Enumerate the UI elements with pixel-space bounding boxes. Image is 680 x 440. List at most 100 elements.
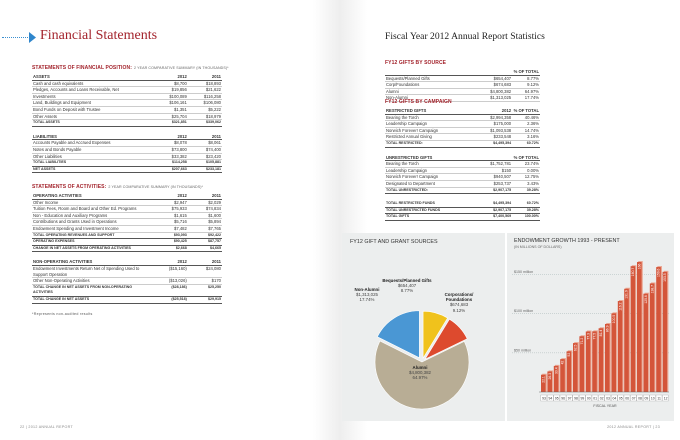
cell: 39.28% [512,187,540,195]
cell: TOTAL RESTRICTED FUNDS [385,201,485,208]
value-label: 81.4 [599,330,603,337]
table-head: LIABILITIES 2012 2011 [32,133,222,141]
slice-percent: 64.97% [412,375,428,381]
head-label [385,69,485,76]
cell: Designated to Department [385,180,485,188]
cell: 39.28% [512,207,540,215]
cell: Bearing the Torch [385,160,485,168]
x-tick-box [579,394,586,402]
bar [566,351,572,392]
value-label: 77.5 [593,333,597,340]
table-row: Leadership Campaign $150 0.00% [385,167,540,175]
cell: $25,704 [153,113,188,121]
cell: Bearing the Torch [385,114,485,122]
head-cell: 2011 [187,193,222,200]
x-tick-box [572,394,579,402]
table-row: Non - Education and Auxiliary Programs $1… [32,212,222,220]
cell: $18,979 [187,113,222,121]
x-tick-label: 00 [587,396,591,400]
cell: $93,093 [153,232,188,240]
table-row: Leadership Campaign $175,000 2.36% [385,120,540,128]
slice-name: Bequests/Planned Gifts [382,278,432,283]
bar [579,336,585,392]
cell: Non - Education and Auxiliary Programs [32,212,154,220]
cell: 9.12% [512,81,540,89]
total-row: TOTAL UNRESTRICTED FUNDS $2,907,175 39.28% [385,207,540,215]
x-tick-label: 07 [632,396,636,400]
cell: 60.72% [512,201,540,208]
value-label: 42 [561,361,565,365]
cell: $100,089 [153,93,188,101]
bar [585,331,591,392]
table-row: Alumni $4,800,382 64.97% [385,88,540,96]
x-axis-label: FISCAL YEAR [593,404,617,408]
cell: ($25,518) [153,296,188,304]
cell: $1,615 [153,212,188,220]
slice-name: Corporations/ Foundations [444,292,474,303]
table-row: Bearing the Torch $2,994,358 40.46% [385,114,540,122]
cell: Investments [32,93,154,101]
total-row: TOTAL GIFTS $7,400,569 100.00% [385,213,540,221]
x-tick-box [598,394,605,402]
cell: Other Non-Operating Activities [32,277,154,285]
table-row: Other Non-Operating Activities ($13,026) $… [32,277,222,285]
cell: TOTAL GIFTS [385,213,485,221]
data-table: LIABILITIES 2012 2011 Accounts Payable and … [32,133,222,174]
x-tick-box [559,394,567,402]
cell: $1,313,025 [484,94,513,102]
cell: TOTAL CHANGE IN NET ASSETS FROM NON-OPER… [32,284,154,297]
cell: $1,600 [187,212,222,220]
bar [598,328,604,392]
x-tick-box [585,394,592,402]
table-row: Other Liabilities $33,382 $23,420 [32,153,222,161]
slice-percent: 9.12% [452,307,466,313]
total-row: TOTAL OPERATING REVENUES AND SUPPORT $93,… [32,232,222,240]
head-cell: % OF TOTAL [512,154,540,162]
table-row: Investments $100,089 $116,258 [32,93,222,101]
cell: $7,400,569 [484,213,513,221]
x-tick-box [623,394,631,402]
cell: $29,915 [187,296,222,304]
total-row: TOTAL ASSETS $321,851 $339,062 [32,119,222,127]
head-label: OPERATING ACTIVITIES [32,193,154,200]
cell: NET ASSETS [32,166,154,174]
cell: Notes and Bonds Payable [32,146,154,154]
bar-subtitle: (IN MILLIONS OF DOLLARS) [514,245,562,249]
x-tick-label: 99 [581,396,585,400]
cell: $5,716 [153,218,188,226]
x-tick-box [591,394,599,402]
head-cell: 2012 [153,259,188,266]
table-head: UNRESTRICTED GIFTS % OF TOTAL [385,154,540,162]
head-cell: 2011 [187,133,222,141]
bar [643,293,649,392]
table-row: Corp/Foundations $674,683 9.12% [385,81,540,89]
total-row: TOTAL RESTRICTED FUNDS $4,495,394 60.72% [385,201,540,208]
pie-label: Alumni $4,800,382 64.97% [395,365,445,381]
cell: $1,351 [153,106,188,114]
section-title: STATEMENTS OF FINANCIAL POSITION: 2 YEAR … [32,65,229,71]
x-tick-label: 01 [593,396,597,400]
value-label: 160.7 [631,268,635,277]
cell: $5,894 [187,218,222,226]
cell: 17.74% [512,94,540,102]
cell: $106,161 [153,99,188,107]
cell: $25,250 [187,284,222,297]
table-row: Land, Buildings and Equipment $106,161 $10… [32,99,222,107]
cell: $73,800 [153,146,188,154]
x-tick-label: 94 [549,396,553,400]
total-row: TOTAL LIABILITIES $114,258 $105,881 [32,159,222,167]
slice-percent: 17.74% [359,297,375,303]
total-row: CHANGE IN NET ASSETS FROM OPERATING ACTI… [32,245,222,253]
cell: $87,757 [187,238,222,246]
table-row: Bond Funds on Deposit with Trustee $1,351… [32,106,222,114]
cell: $233,548 [484,133,513,141]
head-cell: 2012 [153,74,188,81]
cell: $4,665 [187,245,222,253]
cell: $24,080 [187,265,222,279]
table-row: Norwich Forever! Campaign $1,093,538 14.74… [385,127,540,135]
cell: $114,258 [153,159,188,167]
cell: Non-Alumni [385,94,485,102]
cell: $4,800,382 [484,88,513,96]
